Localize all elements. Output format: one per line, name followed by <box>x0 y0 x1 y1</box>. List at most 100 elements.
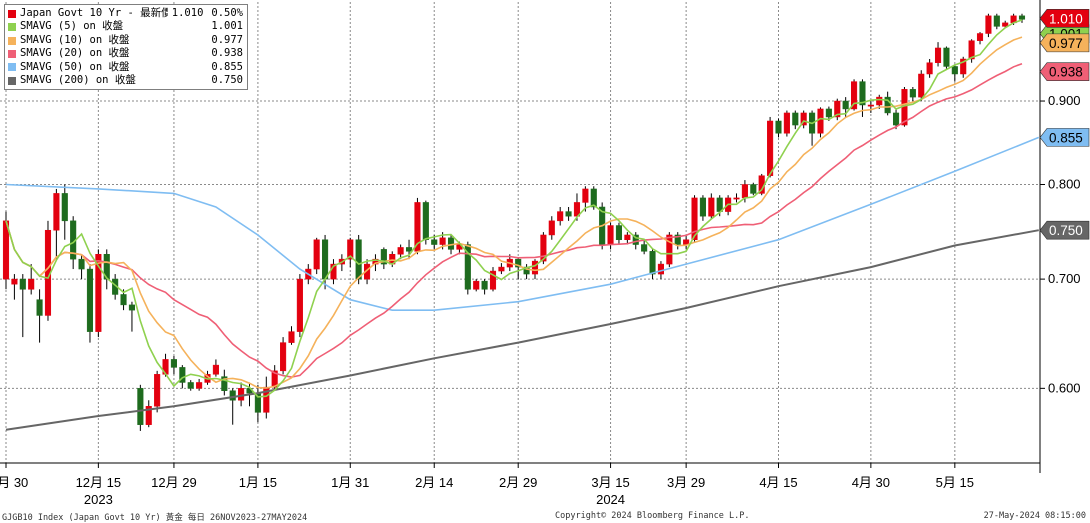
candle-up <box>708 197 715 217</box>
candle-up <box>834 100 841 118</box>
legend-label: SMAVG (10) on 收盤 <box>20 33 130 46</box>
candle-down <box>187 382 194 389</box>
candle-down <box>842 100 849 110</box>
candle-down <box>993 15 1000 27</box>
candle-up <box>851 81 858 110</box>
legend-item-price: Japan Govt 10 Yr - 最新價 1.010 0.50% <box>8 7 243 20</box>
candle-up <box>145 406 152 425</box>
value-tag-label: 0.977 <box>1049 36 1083 51</box>
candle-up <box>557 211 564 222</box>
candle-up <box>876 96 883 106</box>
candle-up <box>624 234 631 240</box>
candle-up <box>666 234 673 265</box>
value-tag-label: 0.938 <box>1049 65 1083 80</box>
value-tag-shape <box>1039 9 1090 28</box>
chart-legend[interactable]: Japan Govt 10 Yr - 最新價 1.010 0.50% SMAVG… <box>4 4 248 91</box>
y-tick-label: 0.700 <box>1048 271 1081 286</box>
candle-up <box>985 15 992 34</box>
candle-up <box>154 374 161 407</box>
candle-up <box>800 112 807 126</box>
candle-down <box>750 184 757 194</box>
sma10-line <box>5 36 1023 389</box>
x-tick-label: 1月 15 <box>239 475 277 490</box>
candle-up <box>498 266 505 272</box>
candle-up <box>691 197 698 240</box>
ma-lines-layer <box>5 19 1040 431</box>
candle-down <box>229 390 236 401</box>
legend-item-sma5: SMAVG (5) on 收盤 1.001 <box>8 20 243 33</box>
sma200-line <box>5 229 1039 431</box>
candle-up <box>918 73 925 98</box>
candle-down <box>221 376 228 391</box>
legend-item-sma10: SMAVG (10) on 收盤 0.977 <box>8 34 243 47</box>
legend-value: 1.010 <box>171 7 204 19</box>
candle-up <box>540 234 547 262</box>
candle-down <box>61 193 68 222</box>
candle-down <box>405 247 413 252</box>
value-tag-shape <box>1039 62 1090 82</box>
candle-up <box>657 263 664 275</box>
x-tick-label: 2月 14 <box>415 475 453 490</box>
candle-up <box>280 342 287 372</box>
legend-swatch <box>8 36 16 45</box>
value-tag: 0.855 <box>1039 128 1090 147</box>
legend-value: 0.750 <box>211 74 243 87</box>
value-tag-label: 0.855 <box>1049 130 1083 145</box>
legend-swatch <box>8 63 16 72</box>
sma20-line <box>5 62 1023 378</box>
x-tick-label: 12月 29 <box>151 475 197 490</box>
value-tag: 1.010 <box>1039 9 1090 28</box>
footer-timestamp: 27-May-2024 08:15:00 <box>983 511 1086 521</box>
legend-value: 1.001 <box>211 20 243 33</box>
legend-label: SMAVG (200) on 收盤 <box>20 74 136 87</box>
candle-down <box>792 112 799 126</box>
x-tick-label: 4月 30 <box>852 475 890 490</box>
legend-label: SMAVG (50) on 收盤 <box>20 60 130 73</box>
legend-swatch <box>8 9 16 18</box>
candle-down <box>884 96 891 114</box>
legend-item-sma50: SMAVG (50) on 收盤 0.855 <box>8 61 243 74</box>
candle-down <box>565 211 572 217</box>
candle-down <box>86 268 94 332</box>
candle-up <box>313 239 320 270</box>
legend-change: 0.50% <box>211 7 243 19</box>
candle-down <box>19 278 26 290</box>
year-label: 2024 <box>596 492 625 507</box>
value-tag-label: 0.750 <box>1049 223 1083 238</box>
x-tick-label: 1月 31 <box>331 475 369 490</box>
candle-down <box>632 234 639 245</box>
value-tag: 0.750 <box>1039 220 1090 240</box>
candle-down <box>128 304 136 311</box>
candle-down <box>649 251 656 275</box>
candle-down <box>615 225 623 240</box>
candles-layer <box>2 13 1026 431</box>
candle-up <box>926 62 933 75</box>
candle-down <box>355 239 362 280</box>
candle-down <box>909 89 916 98</box>
footer-source: GJGB10 Index (Japan Govt 10 Yr) 黃金 每日 26… <box>2 513 308 523</box>
candle-up <box>11 278 18 285</box>
candle-down <box>322 239 329 280</box>
x-tick-label: 5月 15 <box>936 475 974 490</box>
candle-up <box>238 388 245 401</box>
candle-up <box>783 112 790 134</box>
candle-up <box>212 364 219 375</box>
candle-up <box>968 40 975 60</box>
x-tick-label: 11月 30 <box>0 475 28 490</box>
candle-up <box>867 104 874 107</box>
value-tag-shape <box>1039 220 1090 240</box>
legend-value: 0.855 <box>211 60 243 73</box>
sma50-line <box>5 136 1040 311</box>
candle-up <box>741 184 748 199</box>
y-tick-label: 0.800 <box>1048 176 1081 191</box>
y-tick-label: 0.600 <box>1048 380 1081 395</box>
candle-down <box>464 244 471 290</box>
candle-up <box>271 370 278 388</box>
x-tick-label: 12月 15 <box>76 475 122 490</box>
candle-up <box>288 331 295 343</box>
candle-up <box>767 120 774 176</box>
candle-up <box>817 108 824 134</box>
candle-down <box>1018 15 1026 20</box>
